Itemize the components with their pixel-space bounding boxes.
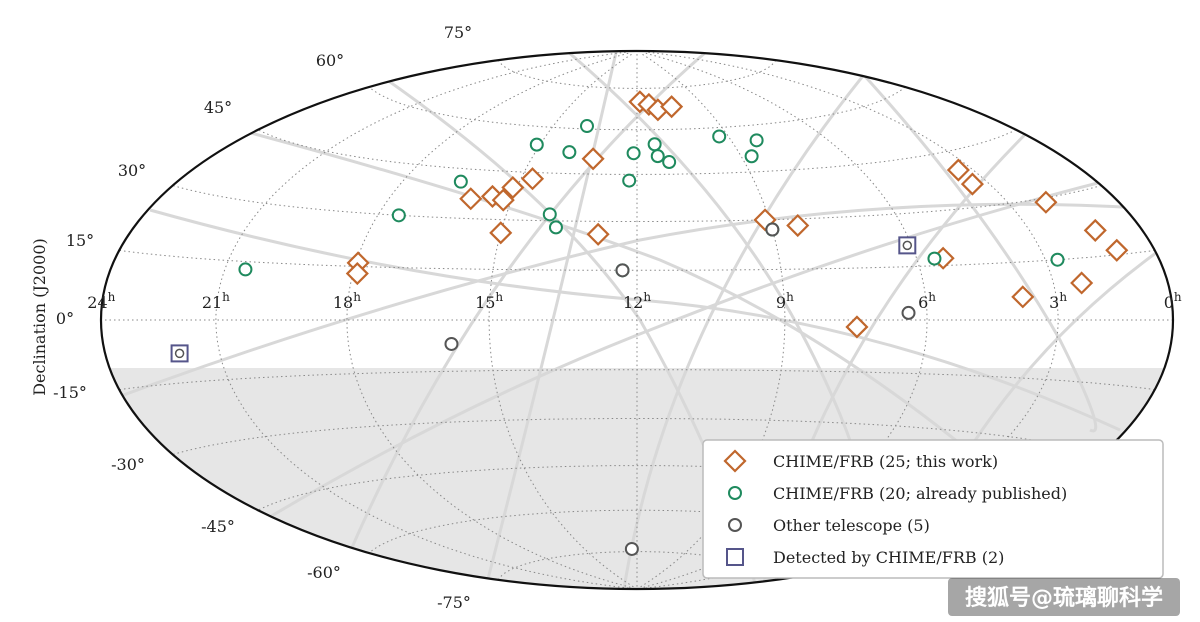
- legend-label: Other telescope (5): [773, 516, 930, 535]
- galactic-arc: [199, 168, 1151, 562]
- diamond-point: [960, 172, 984, 196]
- diamond-point: [786, 213, 810, 238]
- diamond-point: [581, 147, 605, 171]
- circle-point: [548, 220, 563, 235]
- diamond-point: [1011, 285, 1035, 309]
- legend-label: CHIME/FRB (25; this work): [773, 452, 998, 471]
- legend-marker: [726, 548, 744, 566]
- legend-marker: [723, 449, 747, 473]
- circle-point: [712, 129, 727, 144]
- dec-tick-label: -15°: [53, 383, 87, 402]
- diamond-point: [586, 222, 610, 246]
- legend-marker: [728, 486, 742, 500]
- circle-point: [529, 137, 544, 152]
- diamond-point: [946, 158, 970, 182]
- diamond-point: [845, 315, 869, 339]
- ra-gridline: [346, 52, 631, 588]
- square-inner-point: [174, 348, 185, 359]
- legend-label: Detected by CHIME/FRB (2): [773, 548, 1004, 567]
- circle-point: [647, 137, 662, 152]
- dec-gridline: [368, 509, 906, 554]
- dec-tick-label: 15°: [66, 231, 94, 250]
- dec-gridline: [257, 465, 1017, 511]
- galactic-arc: [618, 54, 882, 589]
- circle-point: [624, 541, 639, 556]
- diamond-point: [501, 175, 525, 200]
- diamond-point: [660, 95, 684, 119]
- circle-point: [622, 173, 637, 188]
- circle-point: [765, 222, 780, 237]
- diamond-point: [491, 188, 515, 212]
- circle-point: [901, 305, 916, 320]
- legend-box: [702, 439, 1164, 579]
- dec-tick-label: 60°: [316, 51, 344, 70]
- dec-tick-label: 30°: [118, 161, 146, 180]
- legend-marker: [728, 518, 742, 532]
- circle-point: [744, 149, 759, 164]
- diamond-point: [1105, 238, 1129, 262]
- galactic-arc: [848, 58, 1098, 433]
- circle-point: [391, 208, 406, 223]
- circle-point: [662, 155, 677, 170]
- legend-label: CHIME/FRB (20; already published): [773, 484, 1067, 503]
- dec-tick-label: -60°: [307, 563, 341, 582]
- dec-tick-label: -45°: [201, 517, 235, 536]
- ra-gridline: [488, 52, 634, 588]
- diamond-point: [1070, 271, 1094, 295]
- circle-point: [562, 145, 577, 160]
- circle-point: [1050, 252, 1065, 267]
- sky-outline: [99, 49, 1175, 591]
- diamond-point: [520, 167, 545, 191]
- galactic-arc: [239, 128, 1052, 522]
- circle-point: [453, 174, 468, 189]
- circle-point: [542, 207, 557, 222]
- legend: CHIME/FRB (25; this work) CHIME/FRB (20; …: [702, 439, 1164, 579]
- circle-point: [749, 133, 764, 148]
- dec-tick-label: -75°: [437, 593, 471, 612]
- dec-tick-label: 0°: [56, 309, 74, 328]
- circle-point: [615, 263, 630, 278]
- galactic-arc: [149, 208, 1121, 432]
- diamond-point: [345, 262, 369, 286]
- diamond-point: [1034, 190, 1058, 214]
- diamond-point: [489, 221, 513, 245]
- dec-tick-label: -30°: [111, 455, 145, 474]
- dec-tick-label: 75°: [444, 23, 472, 42]
- watermark: 搜狐号@琉璃聊科学: [948, 578, 1180, 616]
- circle-point: [927, 251, 942, 266]
- diamond-point: [459, 187, 483, 211]
- dec-tick-label: 45°: [204, 98, 232, 117]
- circle-point: [626, 146, 641, 161]
- dec-gridline: [368, 86, 906, 131]
- square-inner-point: [902, 240, 913, 251]
- dec-tick-labels: 75° 60° 45° 30° 15° 0° -15° -30° -45° -60° -75°: [53, 23, 472, 612]
- data-points: [170, 90, 1129, 556]
- ra-gridline: [643, 52, 928, 588]
- circle-point: [238, 262, 253, 277]
- dec-gridline: [257, 129, 1017, 175]
- dec-gridline: [497, 59, 777, 89]
- circle-point: [650, 149, 665, 164]
- circle-point: [444, 336, 459, 351]
- circle-point: [579, 119, 594, 134]
- ra-gridline: [215, 51, 629, 589]
- ra-tick-label: 0h: [1164, 290, 1182, 312]
- watermark-text: 搜狐号@琉璃聊科学: [965, 585, 1163, 611]
- galactic-arc: [478, 51, 622, 589]
- diamond-point: [1083, 218, 1107, 242]
- y-axis-label: Declination (J2000): [30, 238, 49, 396]
